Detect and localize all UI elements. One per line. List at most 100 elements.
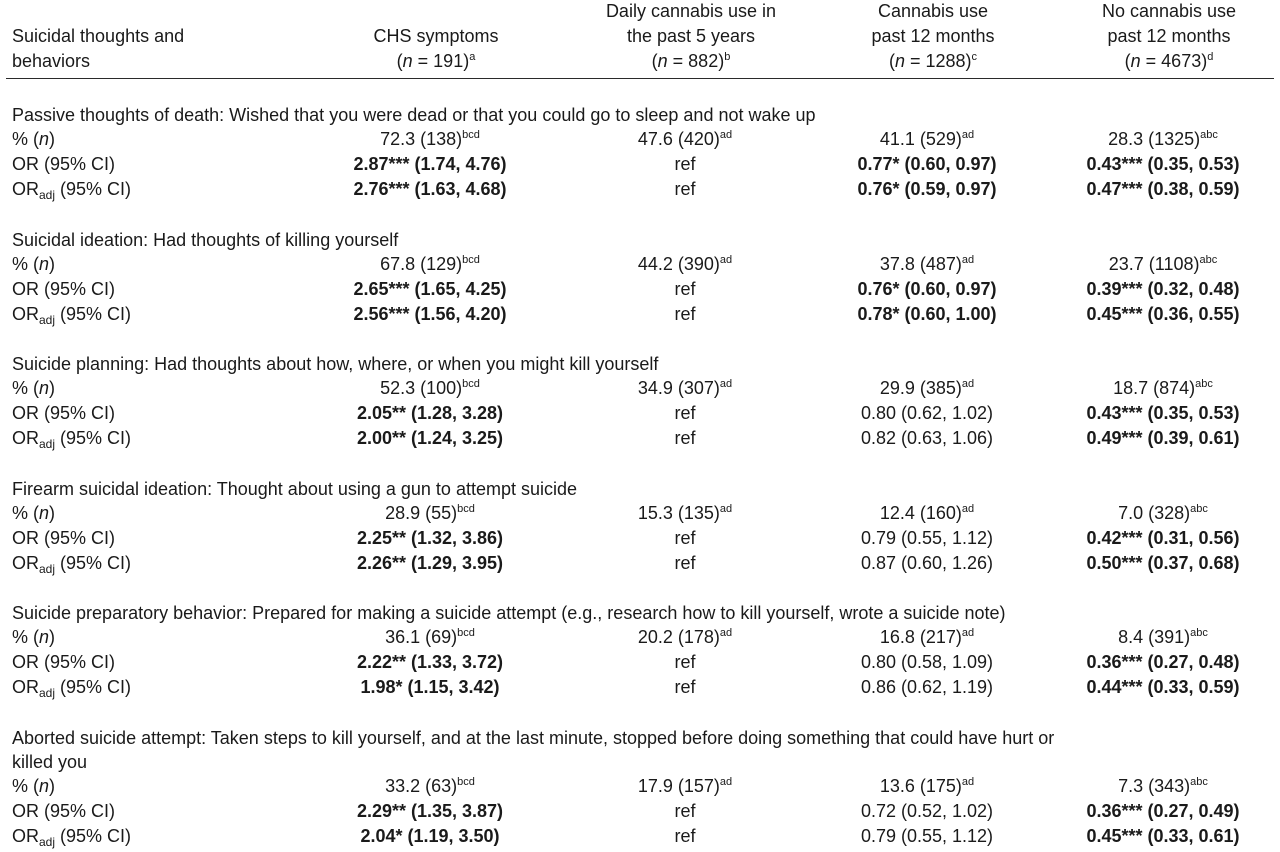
- cell-superscript: ad: [719, 776, 733, 788]
- row-label: ORadj (95% CI): [12, 551, 131, 576]
- row-label-or: OR (95% CI): [12, 801, 116, 821]
- cell-value: 41.1 (529): [879, 129, 962, 149]
- cell-superscript: bcd: [462, 254, 480, 266]
- header-col-chs-line1: CHS symptoms: [373, 26, 499, 46]
- table-cell: 0.36*** (0.27, 0.48): [1013, 650, 1280, 675]
- cell-value: ref: [674, 304, 696, 324]
- cell-value: 44.2 (390): [637, 254, 720, 274]
- row-label: ORadj (95% CI): [12, 302, 131, 327]
- row-label-or: OR: [12, 553, 39, 573]
- header-col-daily: Daily cannabis use in the past 5 years (…: [541, 0, 841, 74]
- cell-value: 0.87 (0.60, 1.26): [860, 553, 994, 573]
- cell-value: 2.26** (1.29, 3.95): [356, 553, 504, 573]
- row-label-or: OR: [12, 826, 39, 846]
- cell-value: 0.43*** (0.35, 0.53): [1086, 154, 1240, 174]
- row-label-or: OR: [12, 304, 39, 324]
- cell-value: 67.8 (129): [380, 254, 463, 274]
- row-label-pct: % (: [12, 503, 39, 523]
- table-cell: ref: [535, 277, 835, 302]
- table-cell: 0.36*** (0.27, 0.49): [1013, 799, 1280, 824]
- row-label-or: OR: [12, 677, 39, 697]
- row-label-pct: % (: [12, 254, 39, 274]
- table-cell: 20.2 (178)ad: [535, 625, 835, 650]
- cell-value: ref: [674, 553, 696, 573]
- cell-value: 0.76* (0.60, 0.97): [857, 279, 997, 299]
- table-cell: 44.2 (390)ad: [535, 252, 835, 277]
- table-cell: 2.87*** (1.74, 4.76): [280, 152, 580, 177]
- cell-value: 0.44*** (0.33, 0.59): [1086, 677, 1240, 697]
- row-label-or: OR (95% CI): [12, 403, 116, 423]
- cell-value: 16.8 (217): [879, 627, 962, 647]
- cell-superscript: ad: [719, 503, 733, 515]
- table-cell: 0.44*** (0.33, 0.59): [1013, 675, 1280, 700]
- section-title-cont: killed you: [12, 752, 88, 772]
- table-cell: 34.9 (307)ad: [535, 376, 835, 401]
- cell-value: 2.76*** (1.63, 4.68): [353, 179, 507, 199]
- table-row-or: OR (95% CI) 2.22** (1.33, 3.72) ref 0.80 (0…: [0, 650, 1280, 675]
- table-cell: 28.9 (55)bcd: [280, 501, 580, 526]
- row-label: OR (95% CI): [12, 277, 115, 302]
- row-label: % (n): [12, 501, 55, 526]
- cell-value: ref: [674, 179, 696, 199]
- table-cell: 2.26** (1.29, 3.95): [280, 551, 580, 576]
- row-label-n: n: [39, 254, 50, 274]
- row-label: % (n): [12, 625, 55, 650]
- row-label: % (n): [12, 127, 55, 152]
- row-label-adj: adj: [39, 835, 56, 849]
- table-cell: 0.80 (0.58, 1.09): [777, 650, 1077, 675]
- row-label-n: n: [39, 776, 50, 796]
- cell-value: 34.9 (307): [637, 378, 720, 398]
- cell-value: 18.7 (874): [1113, 378, 1196, 398]
- table-cell: 0.82 (0.63, 1.06): [777, 426, 1077, 451]
- cell-superscript: bcd: [457, 627, 475, 639]
- table-cell: 13.6 (175)ad: [777, 774, 1077, 799]
- cell-superscript: bcd: [457, 776, 475, 788]
- row-label-or: OR (95% CI): [12, 154, 116, 174]
- table-cell: ref: [535, 675, 835, 700]
- cell-value: ref: [674, 826, 696, 846]
- header-col-daily-line1: Daily cannabis use in: [605, 1, 777, 21]
- cell-value: 7.3 (343): [1118, 776, 1191, 796]
- table-cell: 0.43*** (0.35, 0.53): [1013, 401, 1280, 426]
- header-col-none-line1: No cannabis use: [1101, 1, 1237, 21]
- row-label: OR (95% CI): [12, 650, 115, 675]
- row-label-pct: % (: [12, 129, 39, 149]
- cell-value: 0.78* (0.60, 1.00): [857, 304, 997, 324]
- table-cell: 0.42*** (0.31, 0.56): [1013, 526, 1280, 551]
- table-cell: ref: [535, 152, 835, 177]
- table-cell: 12.4 (160)ad: [777, 501, 1077, 526]
- cell-superscript: ad: [719, 254, 733, 266]
- section-title: Suicide preparatory behavior: Prepared f…: [12, 603, 1006, 623]
- table-cell: 2.56*** (1.56, 4.20): [280, 302, 580, 327]
- table-cell: 0.76* (0.59, 0.97): [777, 177, 1077, 202]
- row-label-or: OR (95% CI): [12, 279, 116, 299]
- cell-superscript: abc: [1190, 627, 1208, 639]
- cell-value: 0.47*** (0.38, 0.59): [1086, 179, 1240, 199]
- row-label-pct: % (: [12, 776, 39, 796]
- table-cell: 15.3 (135)ad: [535, 501, 835, 526]
- cell-value: 33.2 (63): [385, 776, 458, 796]
- table-row-oradj: ORadj (95% CI) 2.04* (1.19, 3.50) ref 0.79 …: [0, 824, 1280, 849]
- table-cell: 1.98* (1.15, 3.42): [280, 675, 580, 700]
- table-row-oradj: ORadj (95% CI) 2.26** (1.29, 3.95) ref 0.87…: [0, 551, 1280, 576]
- cell-value: 0.49*** (0.39, 0.61): [1086, 428, 1240, 448]
- cell-superscript: bcd: [457, 503, 475, 515]
- cell-value: 12.4 (160): [879, 503, 962, 523]
- table-cell: 72.3 (138)bcd: [280, 127, 580, 152]
- table-cell: 28.3 (1325)abc: [1013, 127, 1280, 152]
- table-row-oradj: ORadj (95% CI) 2.00** (1.24, 3.25) ref 0.82…: [0, 426, 1280, 451]
- row-label-ci: (95% CI): [55, 304, 132, 324]
- table-cell: 8.4 (391)abc: [1013, 625, 1280, 650]
- row-label: % (n): [12, 774, 55, 799]
- table-cell: ref: [535, 177, 835, 202]
- row-label-adj: adj: [39, 313, 56, 327]
- table-row-or: OR (95% CI) 2.87*** (1.74, 4.76) ref 0.77* …: [0, 152, 1280, 177]
- table-cell: 0.39*** (0.32, 0.48): [1013, 277, 1280, 302]
- table-cell: 2.22** (1.33, 3.72): [280, 650, 580, 675]
- row-label-close: ): [49, 129, 56, 149]
- table-cell: 0.78* (0.60, 1.00): [777, 302, 1077, 327]
- header-col-12mo: Cannabis use past 12 months (n = 1288)c: [783, 0, 1083, 74]
- row-label-adj: adj: [39, 686, 56, 700]
- section-title: Passive thoughts of death: Wished that y…: [12, 105, 816, 125]
- row-label-or: OR (95% CI): [12, 652, 116, 672]
